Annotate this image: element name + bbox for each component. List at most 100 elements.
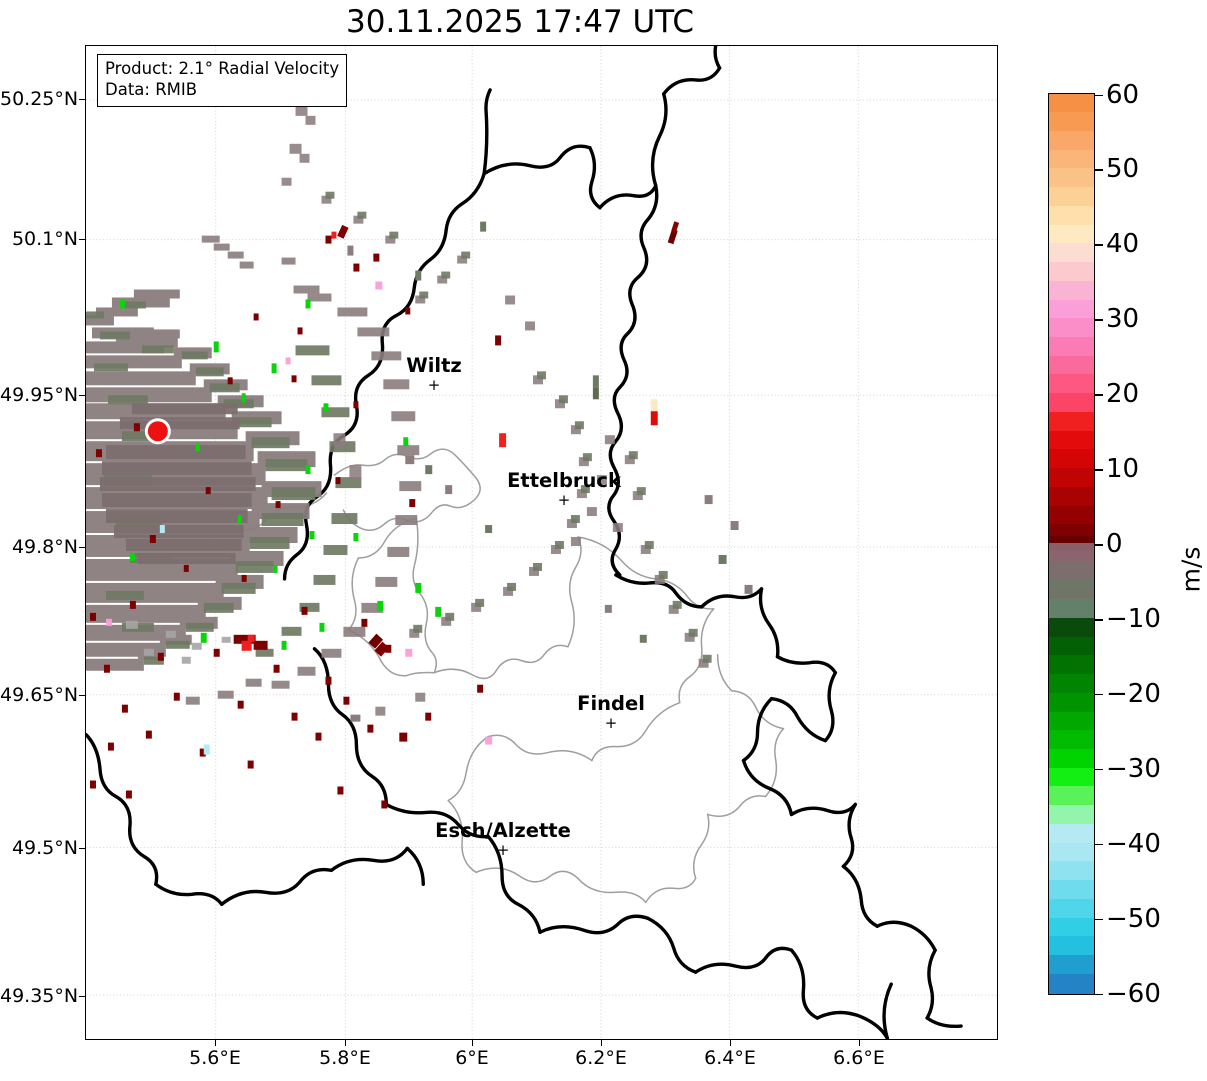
colorbar-tick-mark — [1095, 544, 1103, 546]
ytick-mark — [79, 996, 85, 998]
colorbar-band — [1049, 655, 1094, 676]
ytick-label-2: 49.95°N — [0, 384, 79, 406]
colorbar-tick-mark — [1095, 693, 1103, 696]
colorbar-tick-label: −30 — [1106, 753, 1161, 784]
info-data-line: Data: RMIB — [105, 79, 198, 99]
colorbar-band — [1049, 823, 1094, 844]
colorbar-tick-label: −40 — [1106, 828, 1161, 859]
colorbar-band — [1049, 711, 1094, 732]
colorbar-band — [1049, 149, 1094, 170]
colorbar-band — [1049, 955, 1094, 975]
colorbar-band — [1049, 468, 1094, 488]
colorbar-band — [1049, 336, 1094, 357]
ytick-mark — [79, 239, 85, 241]
colorbar-band — [1049, 674, 1094, 695]
colorbar-band — [1049, 505, 1094, 526]
xtick-label-4: 6.4°E — [704, 1047, 756, 1069]
xtick-label-1: 5.8°E — [319, 1047, 371, 1069]
info-box: Product: 2.1° Radial Velocity Data: RMIB — [97, 54, 348, 107]
colorbar-tick-label: −20 — [1106, 678, 1161, 709]
colorbar-band — [1049, 973, 1094, 994]
colorbar-tick-label: 0 — [1106, 529, 1123, 559]
map-canvas — [86, 46, 997, 1039]
colorbar-band — [1049, 767, 1094, 788]
map-plot-area: Product: 2.1° Radial Velocity Data: RMIB… — [85, 45, 998, 1040]
colorbar-band — [1049, 355, 1094, 376]
xtick-label-3: 6.2°E — [575, 1047, 627, 1069]
colorbar-band — [1049, 805, 1094, 826]
colorbar-band — [1049, 299, 1094, 320]
colorbar-band — [1049, 749, 1094, 769]
colorbar-tick-label: 50 — [1106, 154, 1140, 185]
colorbar-band — [1049, 599, 1094, 620]
colorbar-tick-mark — [1095, 918, 1103, 921]
colorbar-band — [1049, 374, 1094, 395]
xtick-label-2: 6°E — [455, 1047, 489, 1069]
colorbar-band — [1049, 617, 1094, 638]
colorbar-tick-label: −10 — [1106, 603, 1161, 634]
xtick-label-0: 5.6°E — [189, 1047, 241, 1069]
colorbar-tick-label: 10 — [1106, 454, 1140, 485]
ytick-label-4: 49.65°N — [0, 684, 79, 706]
colorbar-band — [1049, 730, 1094, 751]
ytick-mark — [79, 695, 85, 697]
xtick-mark — [859, 1040, 861, 1046]
gridlines — [86, 46, 997, 1039]
ytick-label-1: 50.1°N — [11, 228, 78, 250]
colorbar-band — [1049, 880, 1094, 901]
xtick-mark — [730, 1040, 732, 1046]
colorbar — [1048, 93, 1095, 995]
ytick-mark — [79, 395, 85, 397]
xtick-mark — [472, 1040, 474, 1046]
colorbar-band — [1049, 187, 1094, 208]
colorbar-band — [1049, 561, 1094, 582]
ytick-label-5: 49.5°N — [11, 837, 78, 859]
colorbar-band — [1049, 936, 1094, 957]
radar-station-marker — [144, 418, 171, 445]
colorbar-tick-label: −50 — [1106, 903, 1161, 934]
colorbar-band — [1049, 692, 1094, 713]
colorbar-band — [1049, 205, 1094, 226]
ytick-mark — [79, 547, 85, 549]
colorbar-band — [1049, 94, 1094, 114]
colorbar-tick-mark — [1095, 618, 1103, 621]
colorbar-band — [1049, 449, 1094, 470]
xtick-label-5: 6.6°E — [833, 1047, 885, 1069]
colorbar-band — [1049, 861, 1094, 882]
isolated-echoes — [337, 221, 753, 722]
colorbar-tick-mark — [1095, 94, 1103, 97]
colorbar-band — [1049, 550, 1094, 563]
colorbar-tick-label: 30 — [1106, 304, 1140, 335]
colorbar-band — [1049, 130, 1094, 151]
xtick-mark — [601, 1040, 603, 1046]
colorbar-tick-mark — [1095, 843, 1103, 846]
radar-echo-field — [86, 105, 712, 809]
colorbar-tick-mark — [1095, 169, 1103, 171]
ytick-label-0: 50.25°N — [0, 88, 79, 110]
colorbar-band — [1049, 262, 1094, 282]
colorbar-tick-label: 20 — [1106, 379, 1140, 410]
colorbar-tick-mark — [1095, 993, 1103, 996]
colorbar-band — [1049, 393, 1094, 414]
colorbar-band — [1049, 224, 1094, 245]
ytick-mark — [79, 848, 85, 850]
colorbar-band — [1049, 580, 1094, 601]
colorbar-band — [1049, 280, 1094, 301]
colorbar-tick-label: 60 — [1106, 79, 1140, 110]
colorbar-band — [1049, 636, 1094, 657]
xtick-mark — [345, 1040, 347, 1046]
colorbar-tick-label: 40 — [1106, 229, 1140, 260]
colorbar-band — [1049, 411, 1094, 432]
colorbar-band — [1049, 486, 1094, 507]
colorbar-unit-label: m/s — [1176, 546, 1206, 593]
colorbar-tick-mark — [1095, 394, 1103, 396]
ytick-label-6: 49.35°N — [0, 985, 79, 1007]
national-borders — [86, 46, 963, 1039]
colorbar-tick-label: −60 — [1106, 978, 1161, 1009]
colorbar-tick-mark — [1095, 319, 1103, 321]
colorbar-gradient — [1049, 94, 1094, 994]
colorbar-tick-mark — [1095, 469, 1103, 471]
colorbar-band — [1049, 524, 1094, 537]
colorbar-band — [1049, 535, 1094, 545]
